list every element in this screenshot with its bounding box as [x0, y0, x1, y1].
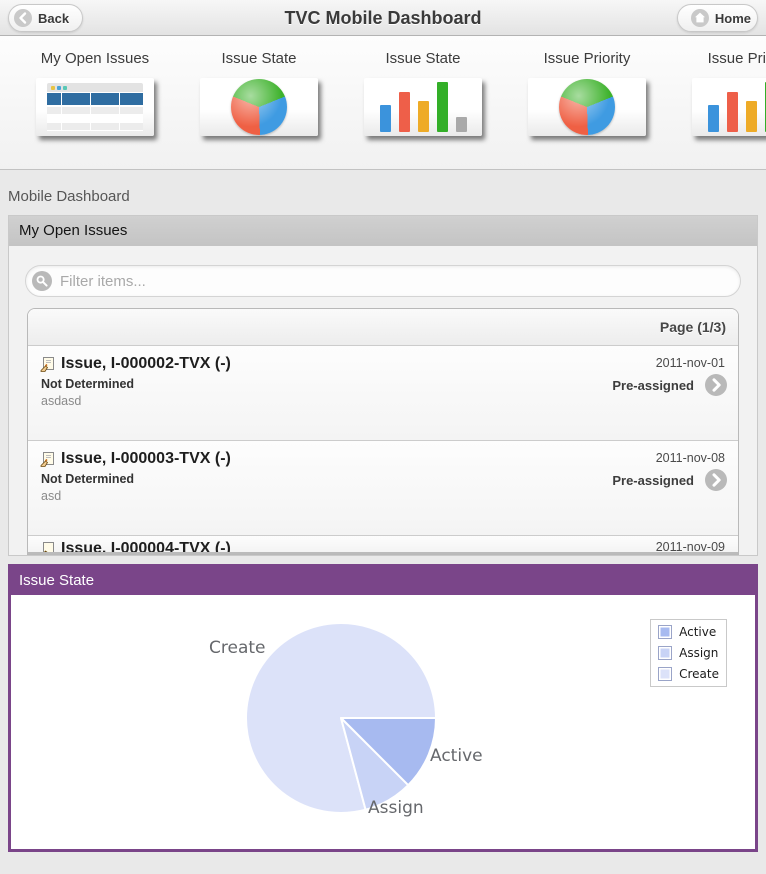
issue-row[interactable]: Issue, I-000004-TVX (-) 2011-nov-09	[28, 536, 738, 554]
issue-row[interactable]: Issue, I-000003-TVX (-) Not Determined a…	[28, 441, 738, 536]
my-open-issues-panel: My Open Issues Page (1/3) Is	[8, 215, 758, 556]
issue-assignment: Pre-assigned	[612, 378, 694, 393]
issue-document-icon	[43, 541, 54, 552]
table-icon[interactable]	[36, 78, 154, 136]
legend-label: Assign	[679, 646, 719, 660]
pie-label-assign: Assign	[368, 798, 424, 818]
carousel-item-issue-state-pie[interactable]: Issue State	[184, 50, 334, 169]
issue-document-icon	[40, 356, 54, 372]
issue-title: Issue, I-000002-TVX (-)	[61, 355, 231, 372]
home-icon	[690, 9, 709, 27]
filter-bar	[9, 246, 757, 308]
legend-swatch-create	[658, 667, 673, 681]
pie-chart-icon-graphic	[559, 79, 615, 135]
issue-date: 2011-nov-08	[655, 451, 725, 465]
issue-title: Issue, I-000004-TVX (-)	[61, 540, 231, 554]
page-header-title: TVC Mobile Dashboard	[284, 8, 482, 28]
issue-status: Not Determined	[41, 377, 135, 391]
pie-label-create: Create	[209, 638, 266, 658]
legend-item-active: Active	[658, 625, 719, 639]
pie-slice-create[interactable]	[245, 622, 437, 814]
issue-title: Issue, I-000003-TVX (-)	[61, 450, 231, 467]
home-button[interactable]: Home	[676, 4, 758, 32]
legend-label: Create	[679, 667, 719, 681]
pie-chart	[245, 622, 437, 814]
chevron-right-icon[interactable]	[705, 374, 727, 396]
page-indicator: Page (1/3)	[28, 309, 738, 346]
carousel-item-label: Issue State	[221, 50, 297, 67]
table-icon-graphic	[47, 83, 143, 131]
filter-input[interactable]	[60, 272, 740, 290]
bar-chart-icon-graphic	[707, 82, 766, 132]
pie-slice-assign[interactable]	[340, 717, 410, 811]
widget-carousel: My Open Issues Issue State Issue State	[0, 36, 766, 170]
legend-item-create: Create	[658, 667, 719, 681]
back-button-label: Back	[38, 10, 70, 26]
carousel-item-my-open-issues[interactable]: My Open Issues	[20, 50, 170, 169]
carousel-item-issue-priority-bar[interactable]: Issue Priority	[676, 50, 766, 169]
legend-item-assign: Assign	[658, 646, 719, 660]
legend-label: Active	[679, 625, 717, 639]
chevron-left-icon	[14, 9, 32, 27]
pie-chart-icon-graphic	[231, 79, 287, 135]
legend-swatch-active	[658, 625, 673, 639]
chart-legend: Active Assign Create	[650, 619, 727, 687]
home-button-label: Home	[714, 10, 751, 26]
carousel-item-label: Issue Priority	[543, 50, 631, 67]
issue-status: Not Determined	[41, 472, 135, 486]
carousel-item-label: Issue State	[385, 50, 461, 67]
carousel-item-issue-priority-pie[interactable]: Issue Priority	[512, 50, 662, 169]
issue-assignment: Pre-assigned	[612, 473, 694, 488]
carousel-item-label: Issue Priority	[707, 50, 766, 67]
issue-state-panel: Issue State Create Active Assign Active …	[8, 564, 758, 852]
chevron-right-icon[interactable]	[705, 469, 727, 491]
pie-chart-icon[interactable]	[200, 78, 318, 136]
back-button[interactable]: Back	[8, 4, 84, 32]
issue-description: asdasd	[41, 394, 82, 408]
carousel-item-issue-state-bar[interactable]: Issue State	[348, 50, 498, 169]
issue-row[interactable]: Issue, I-000002-TVX (-) Not Determined a…	[28, 346, 738, 441]
filter-pill[interactable]	[25, 265, 741, 297]
pie-chart-icon[interactable]	[528, 78, 646, 136]
pie-label-active: Active	[430, 746, 483, 766]
pie-slice-active[interactable]	[340, 717, 437, 787]
issue-document-icon	[40, 451, 54, 467]
navbar: Back TVC Mobile Dashboard Home	[0, 0, 766, 36]
my-open-issues-panel-header: My Open Issues	[9, 216, 757, 246]
issue-state-pie-chart: Create Active Assign Active Assign Creat…	[11, 595, 755, 849]
bar-chart-icon-graphic	[379, 82, 467, 132]
legend-swatch-assign	[658, 646, 673, 660]
issue-date: 2011-nov-01	[655, 356, 725, 370]
issue-date: 2011-nov-09	[655, 540, 725, 554]
issue-state-panel-header: Issue State	[11, 567, 755, 595]
bar-chart-icon[interactable]	[364, 78, 482, 136]
carousel-item-label: My Open Issues	[40, 50, 150, 67]
issue-description: asd	[41, 489, 62, 503]
page-title: Mobile Dashboard	[8, 188, 130, 205]
search-icon	[32, 271, 52, 291]
bar-chart-icon[interactable]	[692, 78, 766, 136]
issues-list: Page (1/3) Issue, I-000002-TVX (-) Not D…	[27, 308, 739, 555]
